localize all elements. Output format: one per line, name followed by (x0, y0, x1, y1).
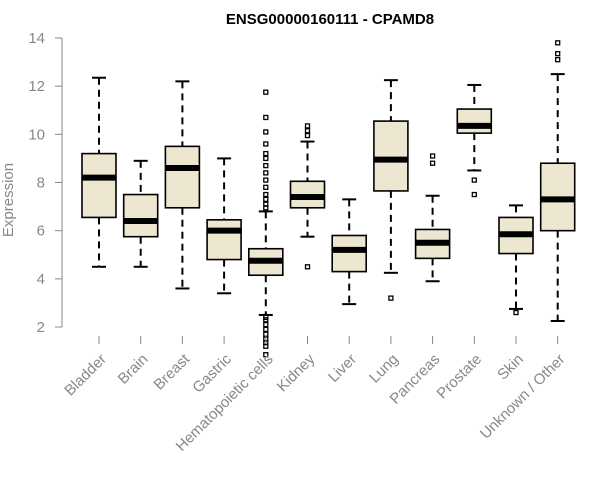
outlier-point (263, 141, 269, 147)
box-group (498, 204, 534, 316)
y-tick-label: 6 (37, 223, 45, 240)
outlier-point (263, 326, 269, 333)
y-tick-label: 10 (28, 126, 45, 143)
outlier-point (304, 132, 311, 139)
box-iqr (81, 152, 117, 219)
outlier-point (263, 196, 269, 203)
box-group (206, 157, 242, 295)
box-group (331, 198, 368, 306)
outlier-point (263, 352, 269, 358)
x-tick-label: Lung (366, 351, 402, 387)
outlier-point (429, 160, 436, 166)
outlier-point (304, 264, 311, 270)
x-tick-label: Prostate (434, 351, 486, 403)
outlier-point (304, 123, 311, 129)
box-iqr (122, 193, 159, 238)
y-axis-ticks: 2 4 6 8 10 12 14 (28, 30, 62, 336)
outlier-point (263, 205, 269, 211)
outlier-point (263, 129, 269, 135)
outlier-point (263, 177, 269, 183)
box-iqr (456, 108, 493, 134)
outlier-point (555, 57, 561, 63)
box-group (456, 83, 493, 198)
x-tick-label: Brain (115, 351, 152, 388)
outlier-point (263, 343, 269, 349)
outlier-point (304, 128, 311, 134)
box-iqr (331, 234, 368, 273)
box-iqr (373, 120, 409, 192)
box-group (539, 40, 576, 322)
box-iqr (164, 145, 201, 209)
box-group (248, 89, 284, 358)
y-tick-label: 8 (37, 175, 45, 192)
outlier-point (263, 114, 269, 121)
box-group (373, 79, 409, 301)
outlier-point (263, 170, 269, 176)
box-group (164, 80, 201, 290)
outlier-point (263, 162, 269, 169)
y-tick-label: 4 (37, 271, 45, 288)
outlier-point (263, 155, 269, 162)
outlier-point (263, 184, 269, 190)
outlier-point (263, 191, 269, 198)
y-tick-label: 2 (37, 319, 45, 336)
x-tick-label: Liver (325, 351, 360, 386)
outlier-point (471, 191, 477, 198)
box-group (122, 159, 159, 268)
y-tick-label: 14 (28, 30, 45, 47)
outlier-point (263, 321, 269, 328)
outlier-point (429, 153, 436, 159)
outlier-point (263, 317, 269, 323)
outlier-point (555, 51, 561, 57)
box-group (81, 76, 117, 268)
outlier-point (513, 309, 519, 316)
outlier-point (263, 331, 269, 337)
outlier-point (471, 177, 477, 183)
box-group (414, 153, 451, 283)
x-tick-label: Breast (151, 350, 194, 393)
outlier-point (263, 89, 269, 95)
box-iqr (206, 219, 242, 261)
x-tick-label: Bladder (61, 351, 110, 400)
box-group (289, 123, 326, 270)
y-axis-label: Expression (0, 163, 17, 237)
boxes-layer (81, 40, 576, 358)
outlier-point (388, 295, 394, 301)
chart-title: ENSG00000160111 - CPAMD8 (226, 11, 434, 28)
outlier-point (263, 150, 269, 157)
x-tick-label: Kidney (274, 350, 319, 395)
y-tick-label: 12 (28, 78, 45, 95)
x-tick-label: Skin (494, 351, 527, 384)
outlier-point (555, 40, 561, 46)
